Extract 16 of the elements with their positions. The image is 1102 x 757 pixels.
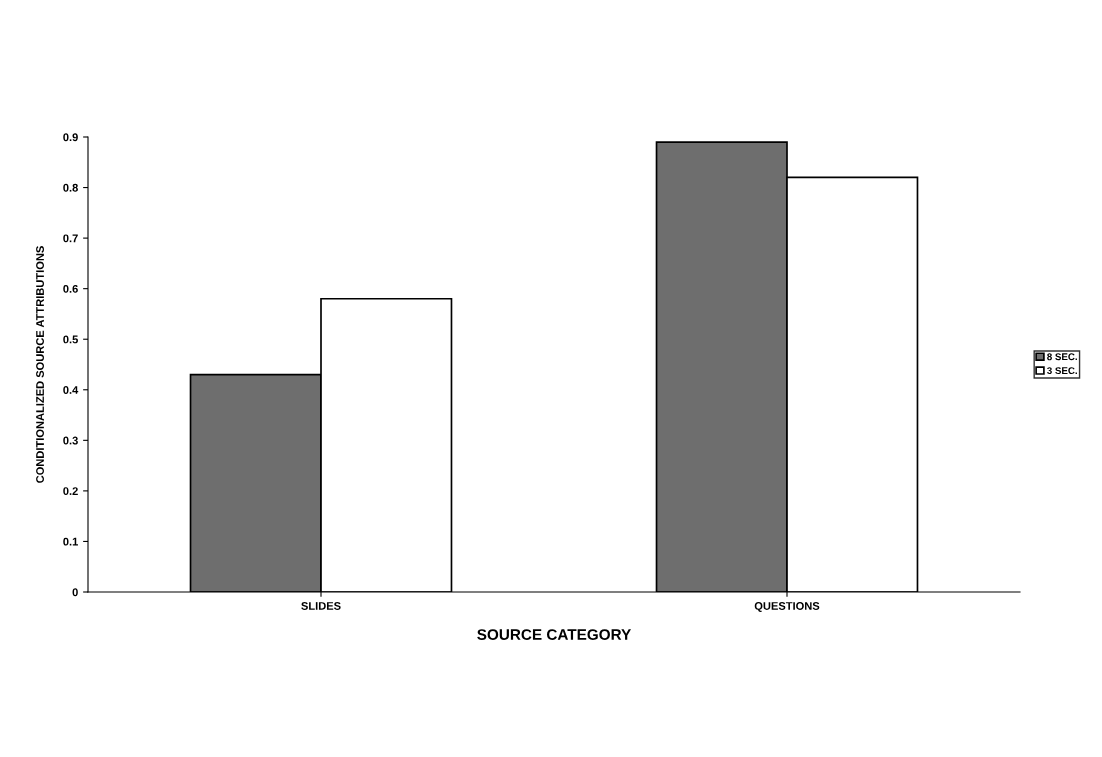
y-tick-label: 0 <box>72 588 78 597</box>
y-tick-label: 0.9 <box>63 133 78 142</box>
y-tick-label: 0.6 <box>63 284 78 293</box>
y-axis-title: CONDITIONALIZED SOURCE ATTRIBUTIONS <box>36 246 44 483</box>
x-axis-title: SOURCE CATEGORY <box>477 629 631 640</box>
y-tick-label: 0.7 <box>63 234 78 243</box>
x-tick-label: QUESTIONS <box>754 602 820 612</box>
y-tick-label: 0.2 <box>63 487 78 496</box>
y-tick-label: 0.3 <box>63 436 78 445</box>
y-tick-label: 0.1 <box>63 537 78 546</box>
legend-label: 3 SEC. <box>1047 367 1077 375</box>
y-tick-label: 0.5 <box>63 335 78 344</box>
y-tick-label: 0.4 <box>63 386 79 394</box>
y-tick-label: 0.8 <box>63 183 78 192</box>
legend-label: 8 SEC. <box>1047 353 1077 361</box>
x-tick-label: SLIDES <box>301 602 341 610</box>
